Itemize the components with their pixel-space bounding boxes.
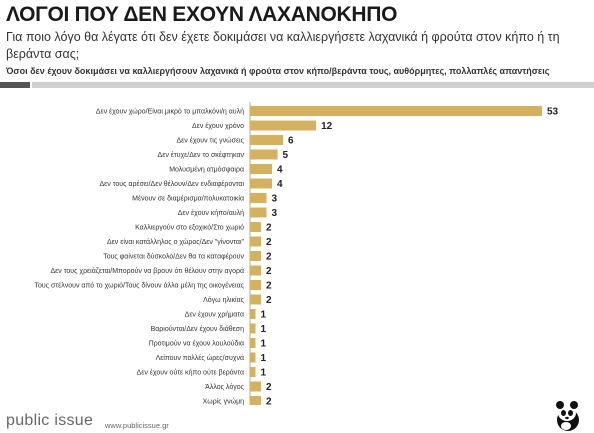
- value-label: 1: [261, 368, 267, 379]
- value-label: 1: [261, 324, 267, 335]
- bar: [250, 338, 256, 348]
- category-label: Τους φαίνεται δύσκολο/Δεν θα τα καταφέρο…: [103, 253, 244, 261]
- value-label: 6: [288, 136, 294, 147]
- value-label: 3: [272, 208, 278, 219]
- bar: [250, 222, 262, 232]
- bar: [250, 294, 262, 305]
- category-label: Καλλιεργούν στο εξοχικό/Στο χωριό: [135, 224, 244, 232]
- category-label: Δεν έτυχε/Δεν το σκέφτηκαν: [158, 151, 245, 159]
- bar: [250, 265, 262, 276]
- category-label: Λόγω ηλικίας: [203, 296, 245, 304]
- category-label: Δεν έχουν χρήματα: [185, 311, 244, 319]
- value-label: 2: [266, 397, 272, 406]
- bar: [250, 396, 262, 405]
- value-label: 1: [261, 353, 267, 364]
- bar: [250, 236, 262, 247]
- bar: [250, 164, 273, 174]
- footer-logo: public issue: [6, 412, 94, 429]
- value-label: 4: [277, 179, 283, 190]
- value-label: 2: [266, 252, 272, 263]
- category-label: Δεν έχουν χώρο/Είναι μικρό το μπαλκόνι/η…: [96, 108, 244, 116]
- bar-chart: Δεν έχουν χώρο/Είναι μικρό το μπαλκόνι/η…: [34, 102, 559, 406]
- footer-url: www.publicissue.gr: [105, 421, 169, 430]
- value-label: 2: [266, 281, 272, 292]
- value-label: 4: [277, 165, 283, 176]
- category-label: Δεν τους χρειάζεται/Μπορούν να βρουν ότι…: [50, 267, 244, 275]
- category-label: Προτιμούν να έχουν λουλούδια: [149, 340, 244, 348]
- category-label: Δεν είναι κατάλληλος ο χώρος/Δεν "γίνοντ…: [107, 238, 245, 246]
- value-label: 5: [283, 150, 289, 161]
- divider-dark: [0, 82, 30, 88]
- bar: [250, 280, 262, 290]
- category-label: Βαριούνται/Δεν έχουν διάθεση: [151, 325, 245, 333]
- value-label: 3: [272, 194, 278, 205]
- divider-light: [32, 82, 594, 88]
- category-label: Δεν έχουν τις γνώσεις: [177, 137, 245, 145]
- category-label: Μένουν σε διαμέρισμα/πολυκατοικία: [132, 195, 244, 203]
- value-label: 2: [266, 295, 272, 306]
- value-label: 1: [261, 339, 267, 350]
- value-label: 2: [266, 266, 272, 277]
- value-label: 12: [321, 121, 333, 132]
- chart-title: ΛΟΓΟΙ ΠΟΥ ΔΕΝ ΕΧΟΥΝ ΛΑΧΑΝΟΚΗΠΟ: [6, 3, 398, 26]
- category-label: Χωρίς γνώμη: [203, 398, 244, 406]
- category-label: Μολυσμένη ατμόσφαιρα: [169, 166, 244, 174]
- bar: [250, 367, 256, 377]
- category-label: Δεν τους αρέσει/Δεν θέλουν/Δεν ενδιαφέρο…: [99, 180, 244, 188]
- question-text: Για ποιο λόγο θα λέγατε ότι δεν έχετε δο…: [6, 30, 560, 61]
- value-label: 53: [547, 107, 559, 118]
- category-label: Δεν έχουν χρόνο: [192, 122, 244, 130]
- value-label: 2: [266, 382, 272, 393]
- bar: [250, 120, 317, 131]
- bar: [250, 381, 262, 392]
- category-label: Τους στέλνουν από το χωριό/Τους δίνουν ά…: [34, 282, 244, 290]
- category-label: Άλλος λόγος: [205, 383, 244, 391]
- bar: [250, 251, 262, 261]
- bar: [250, 207, 267, 218]
- bar: [250, 106, 542, 116]
- value-label: 2: [266, 223, 272, 234]
- bar: [250, 149, 278, 160]
- bar: [250, 352, 256, 363]
- bar: [250, 135, 284, 145]
- bar: [250, 323, 256, 334]
- panda-icon: [556, 401, 579, 431]
- category-label: Δεν έχουν κήπο/αυλή: [178, 209, 244, 217]
- chart-subtitle: Όσοι δεν έχουν δοκιμάσει να καλλιεργήσου…: [6, 66, 550, 76]
- bar: [250, 309, 256, 319]
- value-label: 2: [266, 237, 272, 248]
- bar: [250, 178, 273, 189]
- value-label: 1: [261, 310, 267, 321]
- category-label: Λείπουν πολλές ώρες/συχνά: [156, 354, 244, 362]
- category-label: Δεν έχουν ούτε κήπο ούτε βεράντα: [137, 369, 244, 377]
- bar: [250, 193, 267, 203]
